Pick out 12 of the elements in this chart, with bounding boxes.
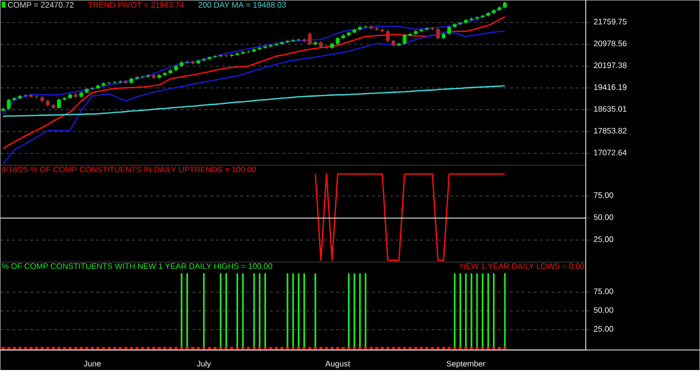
candlestick bbox=[291, 38, 295, 42]
candlestick bbox=[386, 30, 390, 42]
candlestick bbox=[246, 50, 250, 54]
candlestick bbox=[140, 75, 144, 79]
candlestick bbox=[364, 25, 368, 28]
candlestick bbox=[436, 28, 440, 40]
candlestick bbox=[6, 98, 11, 110]
candlestick bbox=[24, 94, 28, 98]
candlestick bbox=[57, 98, 61, 110]
candlestick bbox=[402, 34, 406, 46]
candlestick bbox=[447, 26, 452, 36]
candlestick bbox=[358, 26, 362, 32]
